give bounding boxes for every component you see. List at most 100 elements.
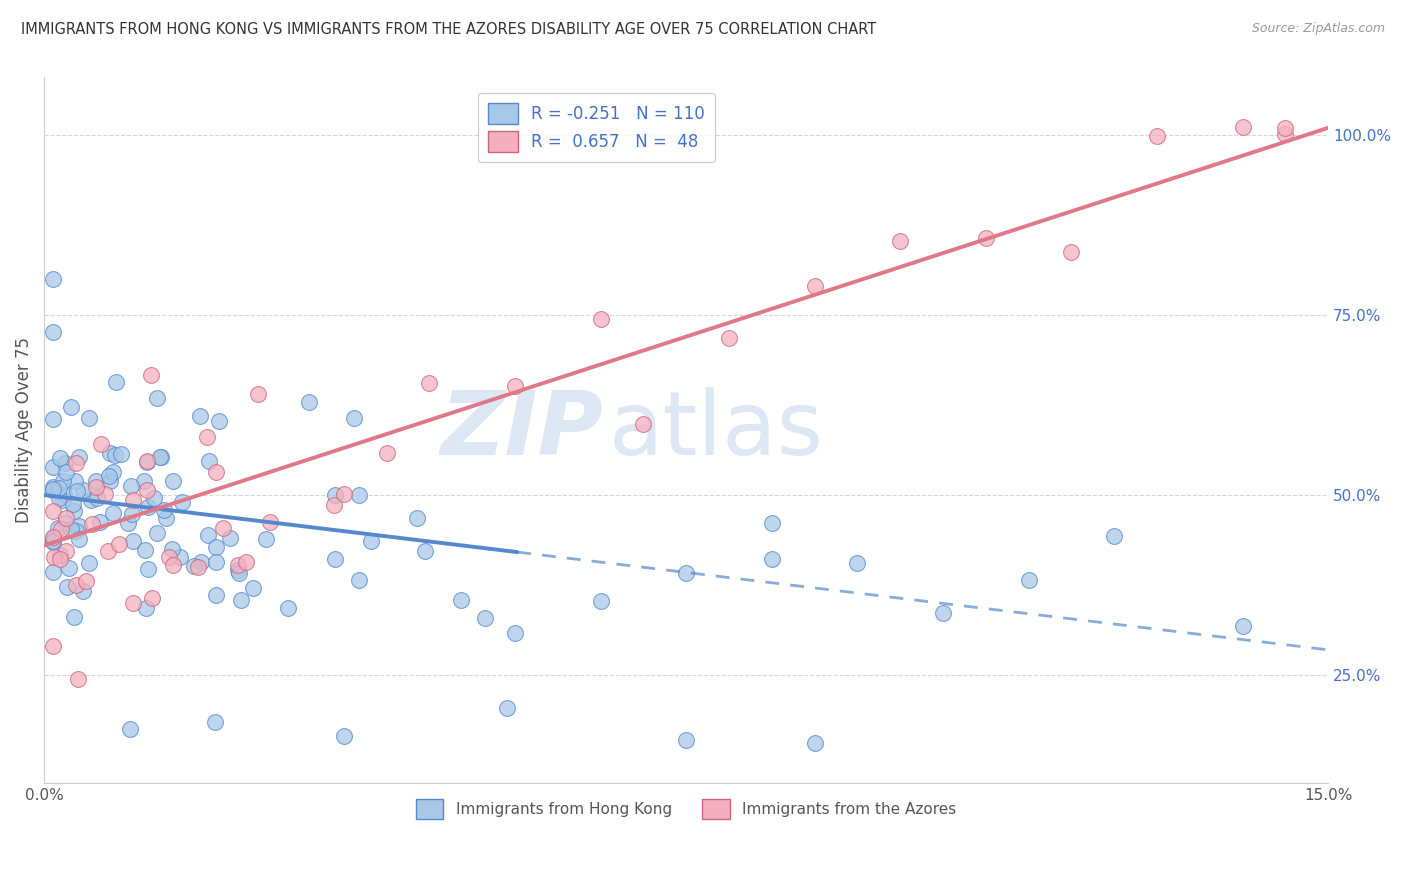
Point — [136, 500, 159, 515]
Point — [205, 555, 228, 569]
Point — [48, 450, 70, 465]
Point — [55, 465, 77, 479]
Point — [228, 566, 250, 581]
Point — [231, 593, 253, 607]
Point — [98, 445, 121, 459]
Point — [41, 565, 63, 579]
Point — [235, 555, 257, 569]
Point — [197, 528, 219, 542]
Point — [98, 474, 121, 488]
Point — [169, 550, 191, 565]
Point — [41, 459, 63, 474]
Point — [323, 498, 346, 512]
Point — [1146, 129, 1168, 144]
Point — [375, 446, 398, 460]
Point — [121, 507, 143, 521]
Point — [77, 557, 100, 571]
Point — [52, 493, 75, 508]
Point — [41, 411, 63, 425]
Point — [103, 465, 125, 479]
Point — [72, 584, 94, 599]
Point — [41, 503, 63, 517]
Point — [41, 325, 63, 339]
Point — [1232, 619, 1254, 633]
Point — [135, 601, 157, 615]
Point — [62, 497, 84, 511]
Point — [143, 491, 166, 506]
Point — [418, 376, 440, 390]
Point — [846, 556, 869, 570]
Point — [298, 395, 321, 409]
Point — [675, 566, 697, 581]
Point — [183, 559, 205, 574]
Point — [118, 722, 141, 736]
Point — [153, 502, 176, 516]
Point — [80, 493, 103, 508]
Y-axis label: Disability Age Over 75: Disability Age Over 75 — [15, 337, 32, 524]
Point — [41, 482, 63, 496]
Point — [325, 488, 347, 502]
Point — [136, 562, 159, 576]
Point — [1060, 245, 1083, 260]
Point — [761, 551, 783, 566]
Point — [135, 455, 157, 469]
Point — [65, 524, 87, 538]
Point — [89, 515, 111, 529]
Point — [49, 522, 72, 536]
Point — [65, 577, 87, 591]
Legend: Immigrants from Hong Kong, Immigrants from the Azores: Immigrants from Hong Kong, Immigrants fr… — [409, 793, 963, 825]
Point — [803, 278, 825, 293]
Point — [343, 410, 366, 425]
Point — [207, 414, 229, 428]
Point — [932, 606, 955, 620]
Point — [347, 488, 370, 502]
Point — [105, 375, 128, 389]
Point — [589, 594, 612, 608]
Point — [160, 541, 183, 556]
Point — [120, 479, 142, 493]
Point — [1018, 573, 1040, 587]
Point — [146, 526, 169, 541]
Point — [55, 544, 77, 558]
Point — [58, 560, 80, 574]
Point — [97, 544, 120, 558]
Point — [56, 580, 79, 594]
Point — [122, 533, 145, 548]
Point — [188, 409, 211, 424]
Point — [254, 532, 277, 546]
Point — [474, 610, 496, 624]
Point — [41, 531, 63, 545]
Point — [259, 515, 281, 529]
Point — [63, 610, 86, 624]
Point — [803, 736, 825, 750]
Text: ZIP: ZIP — [440, 387, 603, 474]
Point — [247, 387, 270, 401]
Point — [86, 480, 108, 494]
Point — [67, 672, 90, 686]
Point — [242, 581, 264, 595]
Point — [157, 549, 180, 564]
Point — [406, 511, 429, 525]
Point — [52, 474, 75, 488]
Point — [150, 450, 173, 465]
Point — [44, 550, 66, 565]
Point — [162, 558, 184, 572]
Point — [717, 331, 740, 345]
Point — [195, 430, 218, 444]
Point — [360, 534, 382, 549]
Point — [41, 533, 63, 548]
Point — [503, 626, 526, 640]
Point — [86, 491, 108, 505]
Point — [82, 517, 104, 532]
Point — [90, 437, 112, 451]
Point — [496, 701, 519, 715]
Point — [190, 555, 212, 569]
Point — [761, 516, 783, 531]
Point — [219, 531, 242, 545]
Point — [53, 456, 76, 470]
Point — [226, 558, 249, 572]
Point — [141, 591, 163, 605]
Point — [204, 714, 226, 729]
Point — [205, 588, 228, 602]
Point — [149, 450, 172, 464]
